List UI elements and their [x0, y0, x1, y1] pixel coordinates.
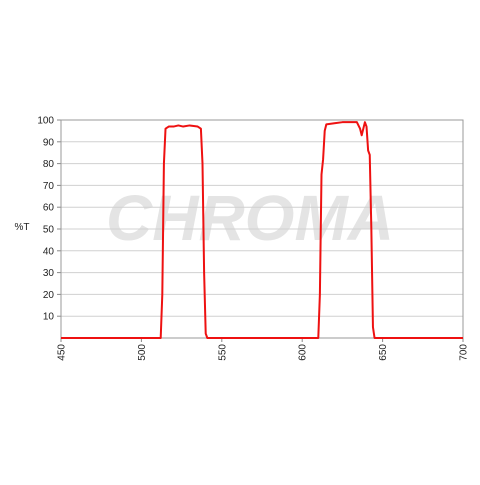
y-tick-label: 100	[37, 116, 54, 127]
y-tick-label: 10	[43, 312, 55, 323]
y-tick-label: 40	[43, 246, 55, 257]
y-tick-label: 90	[43, 137, 55, 148]
y-tick-label: 20	[43, 290, 55, 301]
line-series	[61, 121, 463, 339]
y-tick-label: 70	[43, 181, 55, 192]
x-tick-label: 550	[217, 344, 228, 361]
x-tick-label: 450	[57, 344, 68, 361]
x-tick-label: 650	[378, 344, 389, 361]
watermark: CHROMA	[106, 182, 394, 254]
x-tick-label: 600	[298, 344, 309, 361]
y-tick-label: 60	[43, 203, 55, 214]
x-tick-label: 500	[137, 344, 148, 361]
x-tick-label: 700	[459, 344, 470, 361]
y-axis-label: %T	[15, 222, 30, 233]
y-tick-label: 30	[43, 268, 55, 279]
y-tick-label: 50	[43, 225, 55, 236]
y-tick-label: 80	[43, 159, 55, 170]
